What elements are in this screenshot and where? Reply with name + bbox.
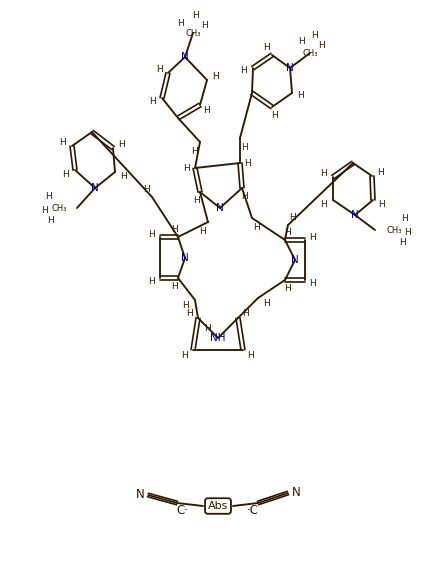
Text: H: H bbox=[320, 200, 327, 208]
Text: ·C: ·C bbox=[247, 504, 258, 517]
Text: H: H bbox=[320, 168, 327, 178]
Text: H: H bbox=[182, 300, 189, 310]
Text: H: H bbox=[171, 225, 178, 233]
Text: H: H bbox=[404, 228, 411, 237]
Text: CH₃: CH₃ bbox=[386, 225, 401, 234]
Text: N: N bbox=[91, 183, 99, 193]
Text: H: H bbox=[171, 282, 178, 291]
Text: H: H bbox=[241, 192, 248, 200]
Text: H: H bbox=[284, 228, 291, 237]
Text: H: H bbox=[378, 200, 385, 208]
Text: H: H bbox=[181, 351, 188, 360]
Text: H: H bbox=[309, 278, 316, 287]
Text: H: H bbox=[212, 72, 219, 80]
Text: H: H bbox=[192, 10, 199, 19]
Text: NH: NH bbox=[210, 333, 225, 343]
Text: H: H bbox=[59, 138, 66, 146]
Text: H: H bbox=[199, 226, 206, 236]
Text: C·: C· bbox=[176, 504, 187, 517]
Text: H: H bbox=[311, 31, 318, 39]
Text: H: H bbox=[148, 277, 155, 286]
Text: H: H bbox=[289, 212, 296, 221]
Text: N: N bbox=[286, 63, 293, 73]
Text: H: H bbox=[177, 19, 184, 27]
Text: H: H bbox=[401, 213, 408, 222]
Text: H: H bbox=[297, 90, 304, 100]
Text: H: H bbox=[318, 40, 325, 50]
Text: N: N bbox=[135, 489, 144, 501]
Text: H: H bbox=[191, 146, 198, 155]
Text: Abs: Abs bbox=[207, 501, 228, 511]
Text: N: N bbox=[290, 255, 298, 265]
Text: H: H bbox=[240, 65, 247, 75]
Text: CH₃: CH₃ bbox=[51, 204, 67, 212]
Text: H: H bbox=[247, 351, 254, 360]
Text: H: H bbox=[399, 237, 405, 246]
Text: H: H bbox=[62, 170, 69, 179]
Text: H: H bbox=[253, 222, 260, 232]
Text: H: H bbox=[118, 139, 125, 149]
Text: N: N bbox=[350, 210, 358, 220]
Text: H: H bbox=[263, 43, 270, 52]
Text: H: H bbox=[149, 97, 156, 105]
Text: N: N bbox=[181, 253, 188, 263]
Text: H: H bbox=[47, 216, 54, 225]
Text: H: H bbox=[120, 171, 127, 180]
Text: H: H bbox=[203, 105, 210, 114]
Text: H: H bbox=[186, 308, 193, 318]
Text: CH₃: CH₃ bbox=[302, 48, 317, 57]
Text: N: N bbox=[291, 486, 300, 500]
Text: H: H bbox=[241, 142, 248, 151]
Text: H: H bbox=[298, 36, 305, 46]
Text: H: H bbox=[193, 196, 200, 204]
Text: H: H bbox=[244, 159, 251, 167]
Text: H: H bbox=[263, 299, 270, 307]
Text: H: H bbox=[242, 308, 249, 318]
Text: H: H bbox=[46, 192, 52, 200]
Text: N: N bbox=[216, 203, 224, 213]
Text: H: H bbox=[309, 233, 316, 241]
Text: H: H bbox=[183, 163, 190, 172]
Text: CH₃: CH₃ bbox=[185, 28, 200, 38]
Text: H: H bbox=[143, 184, 150, 193]
Text: H: H bbox=[156, 64, 163, 73]
Text: H: H bbox=[377, 167, 384, 176]
Text: H: H bbox=[204, 324, 211, 332]
Text: H: H bbox=[148, 229, 155, 238]
Text: H: H bbox=[42, 205, 48, 215]
Text: H: H bbox=[201, 20, 208, 30]
Text: N: N bbox=[181, 52, 188, 62]
Text: H: H bbox=[271, 110, 278, 119]
Text: H: H bbox=[284, 283, 291, 292]
